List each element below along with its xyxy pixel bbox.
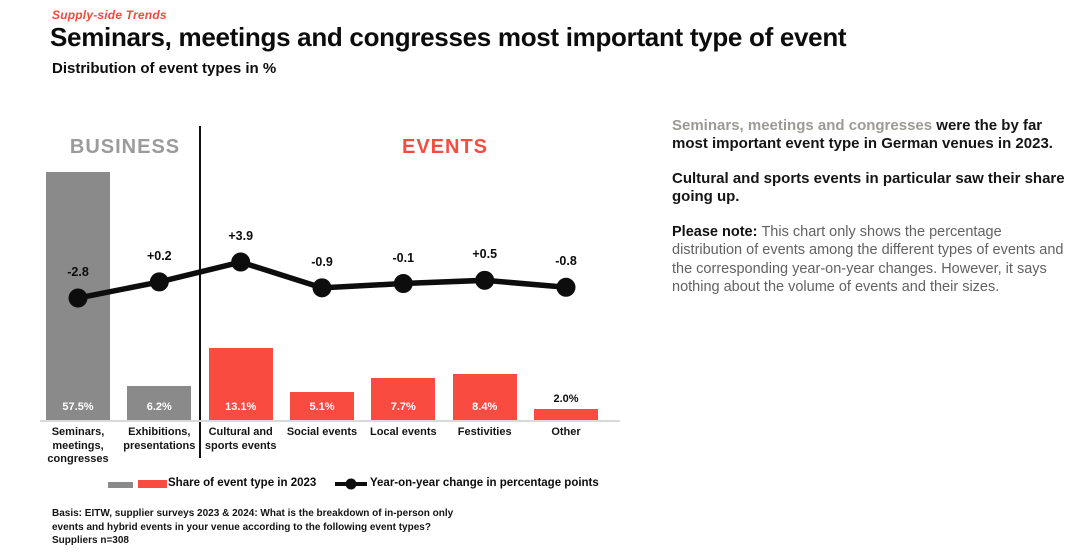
commentary-paragraph-1: Seminars, meetings and congresses were t… [672, 117, 1053, 152]
yoy-value-label: +0.2 [146, 248, 172, 263]
bar-cultural-and-sports-events [208, 347, 273, 420]
bar-exhibitions-presentations [127, 385, 192, 420]
category-label: Festivities [457, 426, 512, 438]
bar-festivities [452, 373, 517, 420]
legend-label-share: Share of event type in 2023 [168, 477, 317, 489]
note-label: Please note: [672, 224, 762, 240]
source-footnote: Basis: EITW, supplier surveys 2023 & 202… [52, 507, 453, 548]
yoy-value-label: -2.8 [67, 265, 89, 280]
section-divider-line [198, 126, 201, 458]
commentary-note: Please note: This chart only shows the p… [672, 224, 1064, 296]
yoy-value-label: +3.9 [228, 229, 254, 244]
bar-value-label: 2.0% [553, 393, 579, 405]
footnote-line-3: Suppliers n=308 [52, 535, 129, 546]
section-label-events: EVENTS [401, 136, 489, 158]
legend-label-yoy: Year-on-year change in percentage points [370, 477, 599, 489]
category-label: Other [551, 426, 581, 438]
category-label: Local events [369, 426, 437, 438]
bar-value-label: 57.5% [62, 401, 94, 413]
legend-swatch-gray [108, 482, 133, 488]
page-title: Seminars, meetings and congresses most i… [50, 22, 847, 52]
bar-other [534, 409, 598, 420]
x-axis-line [40, 420, 620, 422]
bar-value-label: 13.1% [225, 401, 257, 413]
category-label: Seminars, meetings, congresses [47, 426, 109, 465]
bar-value-label: 6.2% [146, 401, 172, 413]
category-label: Cultural and sports events [204, 426, 277, 452]
yoy-value-label: -0.1 [392, 250, 415, 265]
commentary-highlight: Seminars, meetings and congresses [672, 117, 933, 134]
yoy-line-chart [68, 252, 576, 308]
legend-line-marker-icon [335, 478, 367, 490]
yoy-data-point [475, 270, 495, 290]
yoy-data-point [68, 288, 88, 308]
yoy-value-label: -0.9 [311, 254, 333, 269]
yoy-value-label: -0.8 [555, 254, 577, 269]
category-label: Social events [286, 426, 358, 438]
yoy-value-label: +0.5 [472, 247, 498, 262]
yoy-data-point [556, 277, 576, 297]
legend-swatch-red [138, 480, 167, 488]
bar-local-events [371, 377, 436, 420]
chart-subtitle: Distribution of event types in % [52, 60, 277, 77]
bar-value-label: 8.4% [472, 401, 498, 413]
yoy-data-point [149, 272, 169, 292]
category-label: Exhibitions, presentations [123, 426, 196, 452]
footnote-line-1: Basis: EITW, supplier surveys 2023 & 202… [52, 508, 454, 519]
commentary-panel: Seminars, meetings and congresses were t… [672, 117, 1074, 314]
yoy-data-point [312, 278, 332, 298]
bar-value-label: 5.1% [309, 401, 335, 413]
yoy-data-point [393, 274, 413, 294]
footnote-line-2: events and hybrid events in your venue a… [52, 521, 431, 533]
bar-value-label: 7.7% [390, 401, 416, 413]
commentary-paragraph-2: Cultural and sports events in particular… [672, 170, 1065, 205]
eyebrow-label: Supply-side Trends [52, 8, 167, 22]
bar-social-events [290, 391, 354, 420]
chart-canvas: BUSINESS EVENTS 57.5% 6.2% 13.1% 5.1% 7.7% 8.… [40, 120, 680, 465]
yoy-data-point [231, 252, 251, 272]
section-label-business: BUSINESS [69, 136, 181, 158]
